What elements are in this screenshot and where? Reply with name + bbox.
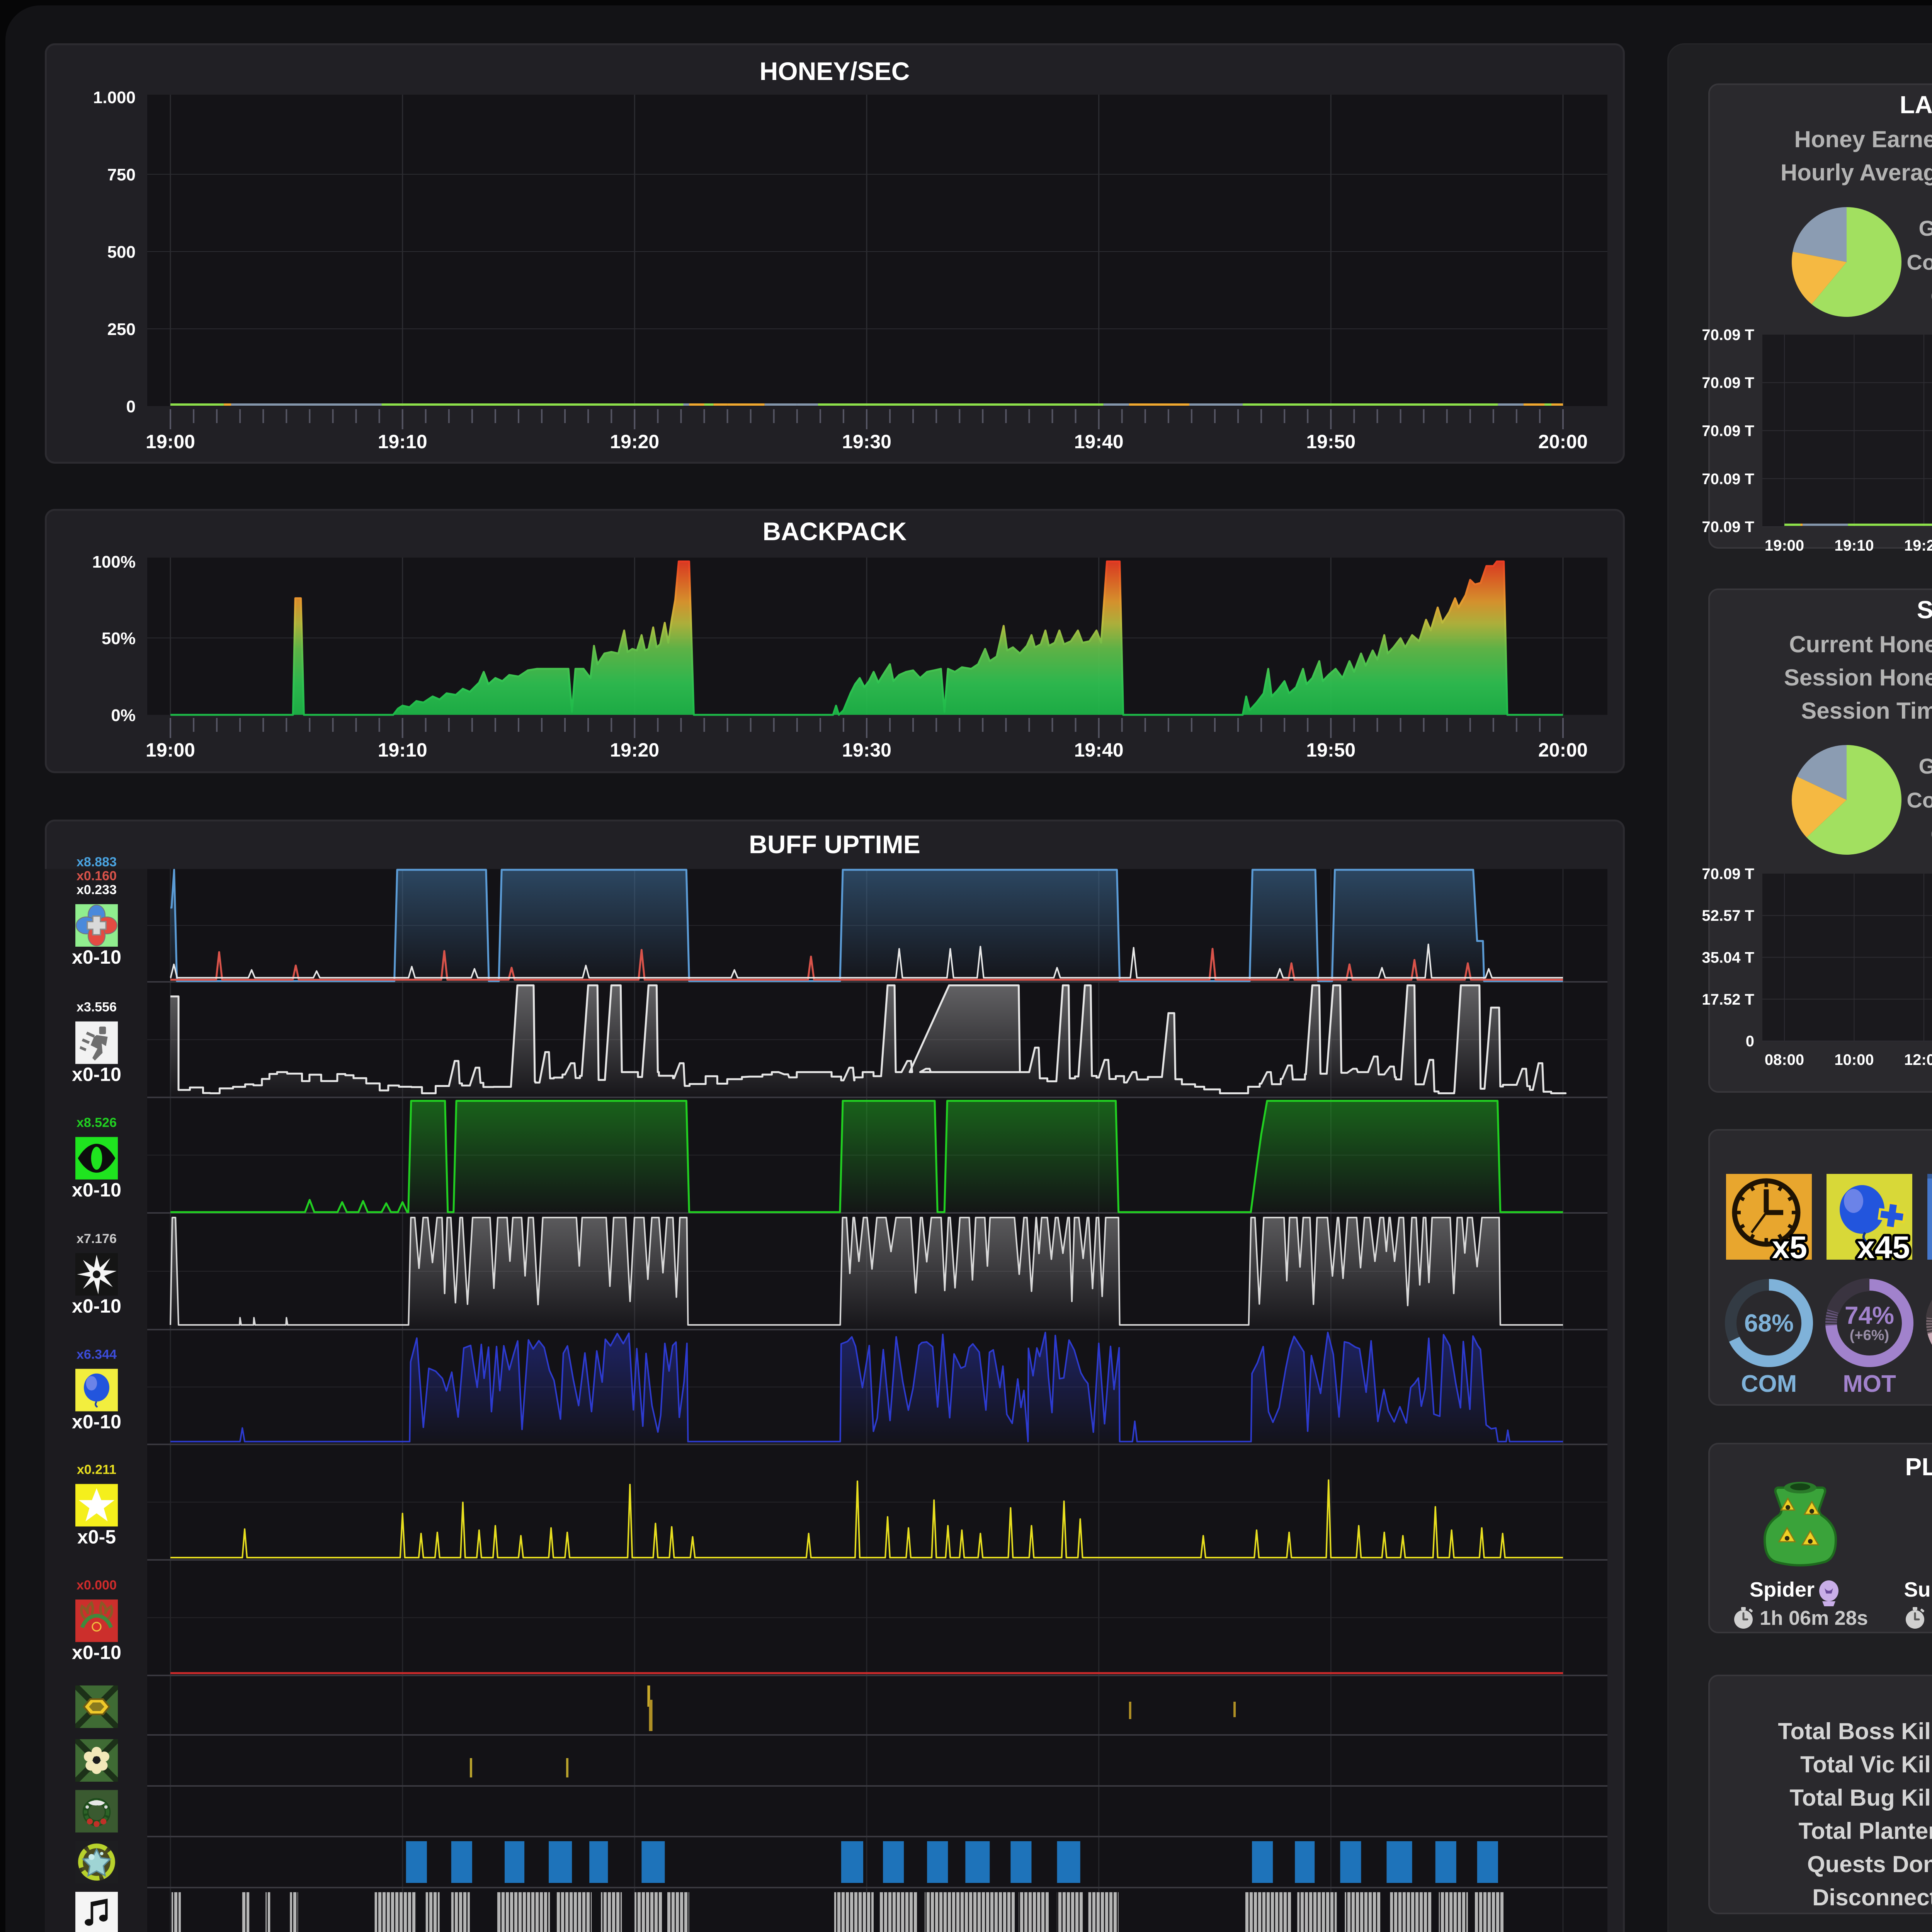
svg-text:LAST HOUR: LAST HOUR xyxy=(1900,91,1932,119)
svg-text:19:30: 19:30 xyxy=(842,739,891,761)
svg-text:0%: 0% xyxy=(111,706,136,725)
svg-text:Hourly Average: Hourly Average xyxy=(1781,160,1932,185)
svg-text:x0-10: x0-10 xyxy=(72,1064,121,1085)
svg-text:x0.233: x0.233 xyxy=(77,883,117,897)
svg-text:19:00: 19:00 xyxy=(146,431,195,452)
svg-text:19:00: 19:00 xyxy=(146,739,195,761)
svg-text:19:10: 19:10 xyxy=(378,739,427,761)
svg-text:Quests Done: Quests Done xyxy=(1807,1851,1932,1877)
svg-text:1h 06m 28s: 1h 06m 28s xyxy=(1760,1607,1868,1629)
svg-text:x6.344: x6.344 xyxy=(77,1347,117,1362)
svg-text:Total Planters: Total Planters xyxy=(1799,1818,1932,1844)
svg-text:750: 750 xyxy=(107,165,136,184)
svg-text:1h 06m 28s: 1h 06m 28s xyxy=(1931,1607,1932,1629)
svg-text:x8.526: x8.526 xyxy=(77,1116,117,1130)
svg-text:19:40: 19:40 xyxy=(1074,739,1124,761)
svg-text:x5: x5 xyxy=(1772,1230,1807,1265)
svg-text:19:50: 19:50 xyxy=(1306,431,1355,452)
svg-text:0: 0 xyxy=(126,397,136,416)
svg-text:19:40: 19:40 xyxy=(1074,431,1124,452)
svg-text:10:00: 10:00 xyxy=(1834,1051,1874,1068)
svg-text:x0.160: x0.160 xyxy=(77,869,117,883)
svg-text:BACKPACK: BACKPACK xyxy=(763,517,907,546)
svg-text:Other: Other xyxy=(1931,822,1932,846)
svg-text:19:20: 19:20 xyxy=(1904,537,1932,554)
svg-text:74%: 74% xyxy=(1845,1301,1894,1329)
svg-text:08:00: 08:00 xyxy=(1765,1051,1804,1068)
svg-text:70.09 T: 70.09 T xyxy=(1702,327,1754,344)
svg-text:70.09 T: 70.09 T xyxy=(1702,374,1754,391)
svg-text:PLANTERS: PLANTERS xyxy=(1905,1453,1932,1481)
svg-text:x0-10: x0-10 xyxy=(72,1642,121,1663)
svg-text:500: 500 xyxy=(107,243,136,262)
svg-text:Spider: Spider xyxy=(1750,1578,1815,1601)
svg-text:Total Boss Kills: Total Boss Kills xyxy=(1778,1718,1932,1744)
svg-text:70.09 T: 70.09 T xyxy=(1702,519,1754,536)
svg-text:Sunflower: Sunflower xyxy=(1904,1578,1932,1601)
svg-text:12:00: 12:00 xyxy=(1904,1051,1932,1068)
svg-text:19:00: 19:00 xyxy=(1765,537,1804,554)
svg-text:70.09 T: 70.09 T xyxy=(1702,866,1754,883)
svg-text:1.000: 1.000 xyxy=(93,88,136,107)
svg-text:x0-5: x0-5 xyxy=(77,1526,116,1548)
svg-text:20:00: 20:00 xyxy=(1538,431,1588,452)
svg-text:250: 250 xyxy=(107,320,136,339)
svg-text:x0-10: x0-10 xyxy=(72,1295,121,1317)
svg-text:Total Bug Kills: Total Bug Kills xyxy=(1789,1785,1932,1811)
svg-text:x3.556: x3.556 xyxy=(77,1000,117,1015)
svg-text:x0.211: x0.211 xyxy=(77,1463,116,1477)
svg-text:Other: Other xyxy=(1931,284,1932,308)
svg-text:Current Honey: Current Honey xyxy=(1789,631,1932,657)
svg-text:19:50: 19:50 xyxy=(1306,739,1355,761)
svg-text:HONEY/SEC: HONEY/SEC xyxy=(760,57,910,85)
svg-text:100%: 100% xyxy=(92,553,136,571)
svg-text:x7.176: x7.176 xyxy=(77,1231,117,1246)
svg-text:70.09 T: 70.09 T xyxy=(1702,471,1754,488)
svg-text:BUFF UPTIME: BUFF UPTIME xyxy=(749,830,920,859)
svg-text:MOT: MOT xyxy=(1843,1371,1896,1397)
svg-text:x0-10: x0-10 xyxy=(72,946,121,968)
svg-text:17.52 T: 17.52 T xyxy=(1702,991,1754,1008)
svg-text:19:20: 19:20 xyxy=(610,431,659,452)
svg-text:52.57 T: 52.57 T xyxy=(1702,907,1754,924)
svg-text:SESSION: SESSION xyxy=(1917,596,1932,624)
svg-text:Convert: Convert xyxy=(1906,250,1932,274)
svg-text:19:20: 19:20 xyxy=(610,739,659,761)
svg-text:(+6%): (+6%) xyxy=(1850,1327,1889,1344)
svg-text:Session Honey: Session Honey xyxy=(1784,665,1932,690)
svg-text:x0.000: x0.000 xyxy=(77,1578,117,1593)
svg-text:50%: 50% xyxy=(102,629,136,648)
svg-text:Total Vic Kills: Total Vic Kills xyxy=(1800,1752,1932,1777)
svg-text:x0-10: x0-10 xyxy=(72,1179,121,1201)
svg-text:0: 0 xyxy=(1746,1033,1754,1050)
svg-text:68%: 68% xyxy=(1744,1309,1794,1337)
svg-text:19:30: 19:30 xyxy=(842,431,891,452)
svg-text:x8.883: x8.883 xyxy=(77,855,117,869)
svg-text:Gather: Gather xyxy=(1919,216,1932,240)
svg-text:19:10: 19:10 xyxy=(378,431,427,452)
svg-text:70.09 T: 70.09 T xyxy=(1702,423,1754,440)
svg-text:BUFFS: BUFFS xyxy=(1930,1139,1932,1167)
svg-text:35.04 T: 35.04 T xyxy=(1702,949,1754,966)
svg-text:COM: COM xyxy=(1741,1371,1797,1397)
svg-text:Gather: Gather xyxy=(1919,754,1932,778)
svg-text:19:10: 19:10 xyxy=(1834,537,1874,554)
svg-text:20:00: 20:00 xyxy=(1538,739,1588,761)
svg-text:x45: x45 xyxy=(1857,1230,1910,1265)
svg-text:Session Time: Session Time xyxy=(1801,698,1932,724)
svg-text:x0-10: x0-10 xyxy=(72,1411,121,1433)
svg-text:Disconnects: Disconnects xyxy=(1812,1884,1932,1910)
svg-text:Honey Earned: Honey Earned xyxy=(1794,126,1932,152)
svg-text:Convert: Convert xyxy=(1906,788,1932,812)
